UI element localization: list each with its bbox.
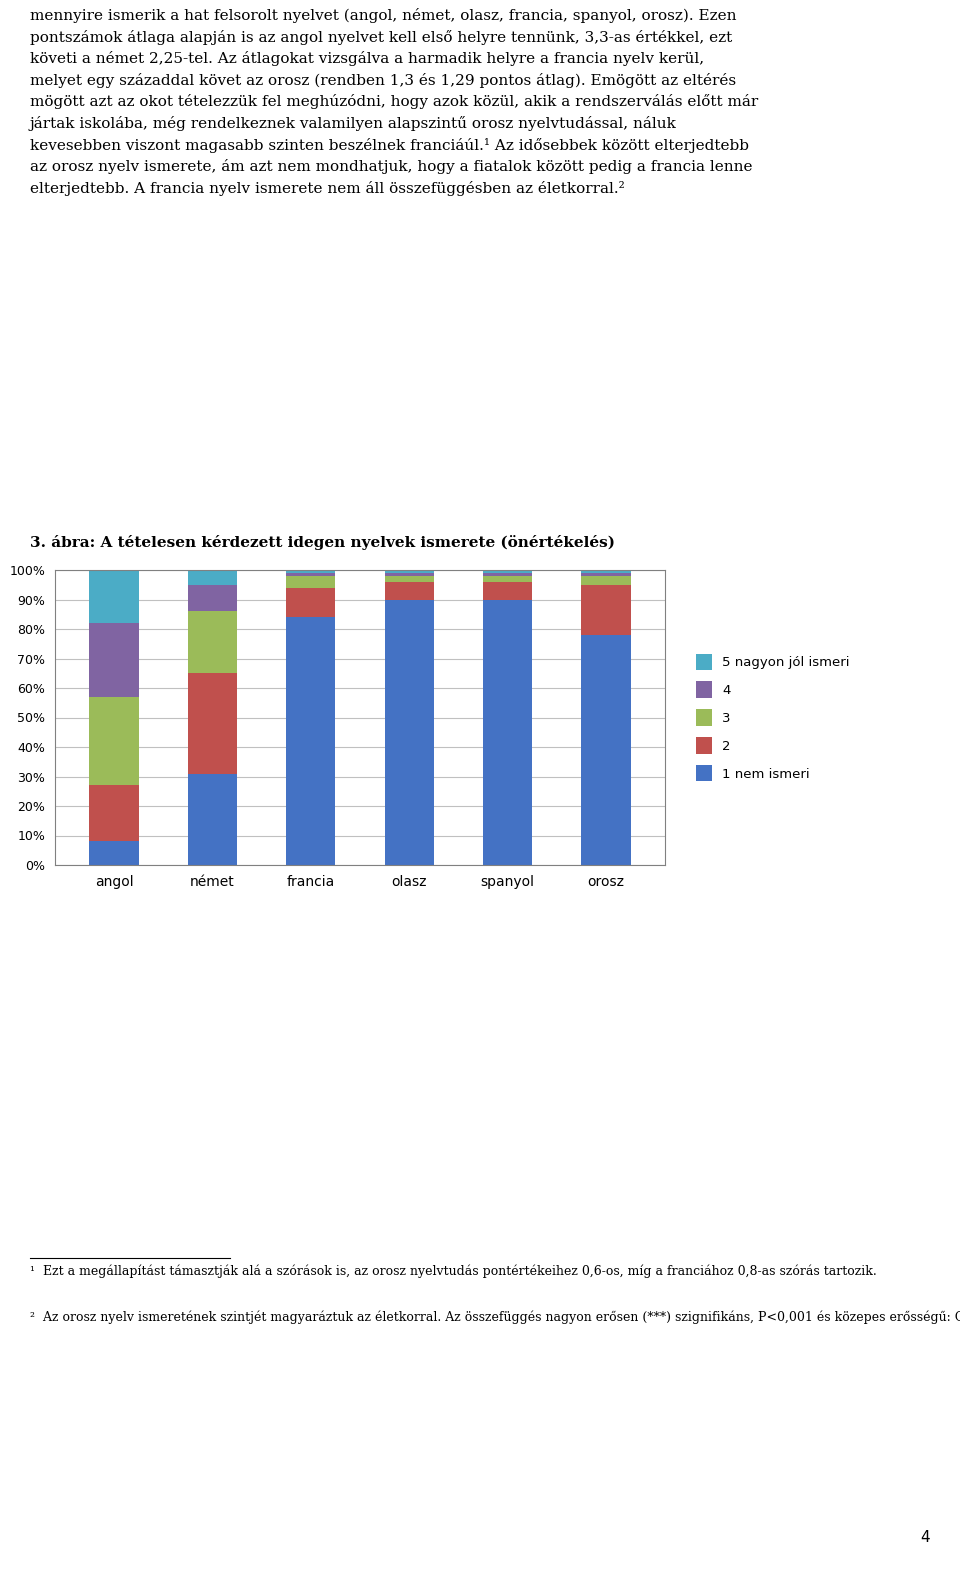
Bar xyxy=(286,572,335,576)
Bar xyxy=(483,599,532,866)
Bar xyxy=(89,697,138,785)
Bar xyxy=(188,585,237,612)
Bar xyxy=(582,572,631,576)
Bar xyxy=(582,576,631,585)
Legend: 5 nagyon jól ismeri, 4, 3, 2, 1 nem ismeri: 5 nagyon jól ismeri, 4, 3, 2, 1 nem isme… xyxy=(696,653,850,782)
Bar xyxy=(385,569,434,572)
Bar xyxy=(89,842,138,866)
Bar xyxy=(483,572,532,576)
Bar xyxy=(89,569,138,623)
Bar xyxy=(188,612,237,673)
Bar xyxy=(582,569,631,572)
Text: ¹  Ezt a megállapítást támasztják alá a szórások is, az orosz nyelvtudás pontért: ¹ Ezt a megállapítást támasztják alá a s… xyxy=(30,1265,876,1279)
Bar xyxy=(188,673,237,774)
Bar xyxy=(286,588,335,617)
Bar xyxy=(582,585,631,636)
Bar xyxy=(188,569,237,585)
Bar xyxy=(188,774,237,866)
Bar xyxy=(89,785,138,842)
Bar xyxy=(582,636,631,866)
Bar xyxy=(286,569,335,572)
Bar xyxy=(89,623,138,697)
Bar xyxy=(385,576,434,582)
Bar xyxy=(286,617,335,866)
Bar xyxy=(483,582,532,599)
Bar xyxy=(385,582,434,599)
Bar xyxy=(286,576,335,588)
Bar xyxy=(385,572,434,576)
Bar xyxy=(385,599,434,866)
Bar xyxy=(483,569,532,572)
Text: 4: 4 xyxy=(921,1530,930,1545)
Text: ²  Az orosz nyelv ismeretének szintjét magyaráztuk az életkorral. Az összefüggés: ² Az orosz nyelv ismeretének szintjét ma… xyxy=(30,1310,960,1323)
Text: 3. ábra: A tételesen kérdezett idegen nyelvek ismerete (önértékelés): 3. ábra: A tételesen kérdezett idegen ny… xyxy=(30,535,615,550)
Text: mennyire ismerik a hat felsorolt nyelvet (angol, német, olasz, francia, spanyol,: mennyire ismerik a hat felsorolt nyelvet… xyxy=(30,8,758,196)
Bar xyxy=(483,576,532,582)
